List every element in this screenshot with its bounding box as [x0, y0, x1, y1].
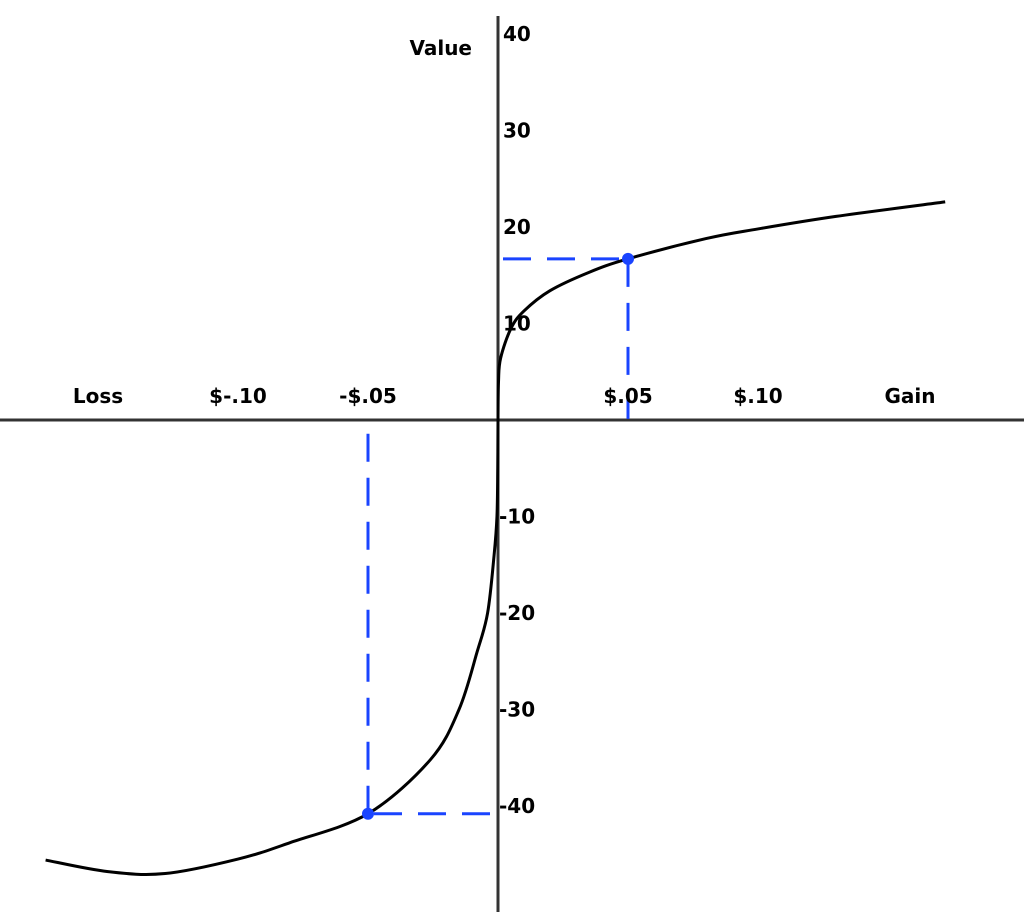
y-tick-label: 10 — [503, 312, 531, 336]
y-tick-label: 40 — [503, 22, 531, 46]
x-tick-label: $.10 — [733, 384, 782, 408]
y-tick-label: -20 — [499, 601, 535, 625]
y-tick-label: 30 — [503, 119, 531, 143]
highlight-point — [622, 252, 634, 265]
value-curve — [45, 200, 946, 876]
x-right-label: Gain — [884, 384, 935, 408]
y-tick-label: -10 — [499, 505, 535, 529]
highlight-point — [362, 807, 374, 820]
x-tick-label: -$.05 — [339, 384, 397, 408]
x-left-label: Loss — [73, 384, 123, 408]
y-tick-label: 20 — [503, 215, 531, 239]
x-tick-label: $-.10 — [209, 384, 267, 408]
y-axis-label: Value — [409, 36, 472, 60]
y-tick-label: -30 — [499, 698, 535, 722]
y-tick-label: -40 — [499, 794, 535, 818]
x-tick-label: $.05 — [603, 384, 652, 408]
